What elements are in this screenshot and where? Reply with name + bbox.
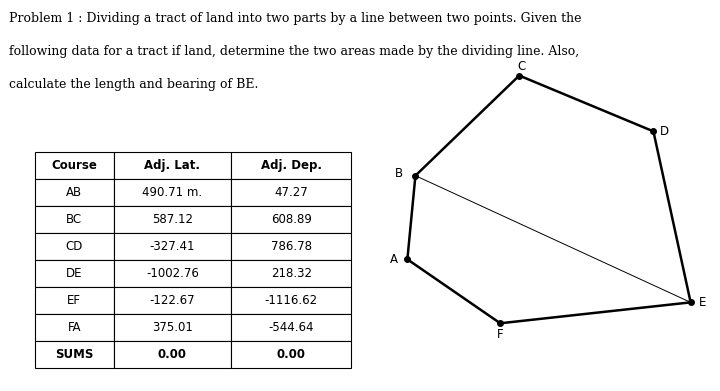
Bar: [35, 206, 114, 233]
Bar: [114, 152, 231, 179]
Text: Adj. Lat.: Adj. Lat.: [145, 160, 200, 172]
Bar: [231, 179, 351, 206]
Bar: [114, 314, 231, 341]
Text: 0.00: 0.00: [276, 348, 306, 361]
Text: 608.89: 608.89: [271, 213, 312, 226]
Bar: [231, 341, 351, 368]
Bar: [231, 287, 351, 314]
Text: Problem 1 : Dividing a tract of land into two parts by a line between two points: Problem 1 : Dividing a tract of land int…: [9, 12, 581, 25]
Bar: [114, 341, 231, 368]
Text: 375.01: 375.01: [152, 321, 193, 334]
Bar: [114, 260, 231, 287]
Text: E: E: [699, 296, 706, 309]
Text: FA: FA: [68, 321, 81, 334]
Text: Course: Course: [51, 160, 97, 172]
Text: 47.27: 47.27: [274, 187, 308, 199]
Bar: [231, 152, 351, 179]
Text: Adj. Dep.: Adj. Dep.: [261, 160, 322, 172]
Bar: [35, 341, 114, 368]
Bar: [35, 260, 114, 287]
Text: 786.78: 786.78: [271, 240, 312, 253]
Text: 490.71 m.: 490.71 m.: [143, 187, 202, 199]
Bar: [231, 233, 351, 260]
Text: 218.32: 218.32: [271, 267, 312, 280]
Bar: [35, 179, 114, 206]
Text: -544.64: -544.64: [269, 321, 314, 334]
Bar: [114, 179, 231, 206]
Text: AB: AB: [66, 187, 82, 199]
Text: following data for a tract if land, determine the two areas made by the dividing: following data for a tract if land, dete…: [9, 45, 579, 58]
Bar: [114, 287, 231, 314]
Bar: [231, 206, 351, 233]
Text: -1116.62: -1116.62: [265, 294, 318, 307]
Text: calculate the length and bearing of BE.: calculate the length and bearing of BE.: [9, 78, 258, 91]
Text: B: B: [395, 167, 403, 179]
Bar: [231, 314, 351, 341]
Text: CD: CD: [66, 240, 83, 253]
Text: C: C: [518, 60, 526, 73]
Bar: [114, 233, 231, 260]
Bar: [35, 314, 114, 341]
Text: -122.67: -122.67: [150, 294, 195, 307]
Text: F: F: [497, 328, 503, 341]
Bar: [35, 152, 114, 179]
Bar: [114, 206, 231, 233]
Text: BC: BC: [66, 213, 82, 226]
Bar: [35, 233, 114, 260]
Text: DE: DE: [66, 267, 82, 280]
Text: 587.12: 587.12: [152, 213, 193, 226]
Text: A: A: [390, 253, 397, 266]
Bar: [35, 287, 114, 314]
Text: EF: EF: [67, 294, 81, 307]
Text: 0.00: 0.00: [158, 348, 187, 361]
Bar: [231, 260, 351, 287]
Text: D: D: [660, 125, 669, 138]
Text: -327.41: -327.41: [150, 240, 195, 253]
Text: SUMS: SUMS: [55, 348, 94, 361]
Text: -1002.76: -1002.76: [146, 267, 199, 280]
